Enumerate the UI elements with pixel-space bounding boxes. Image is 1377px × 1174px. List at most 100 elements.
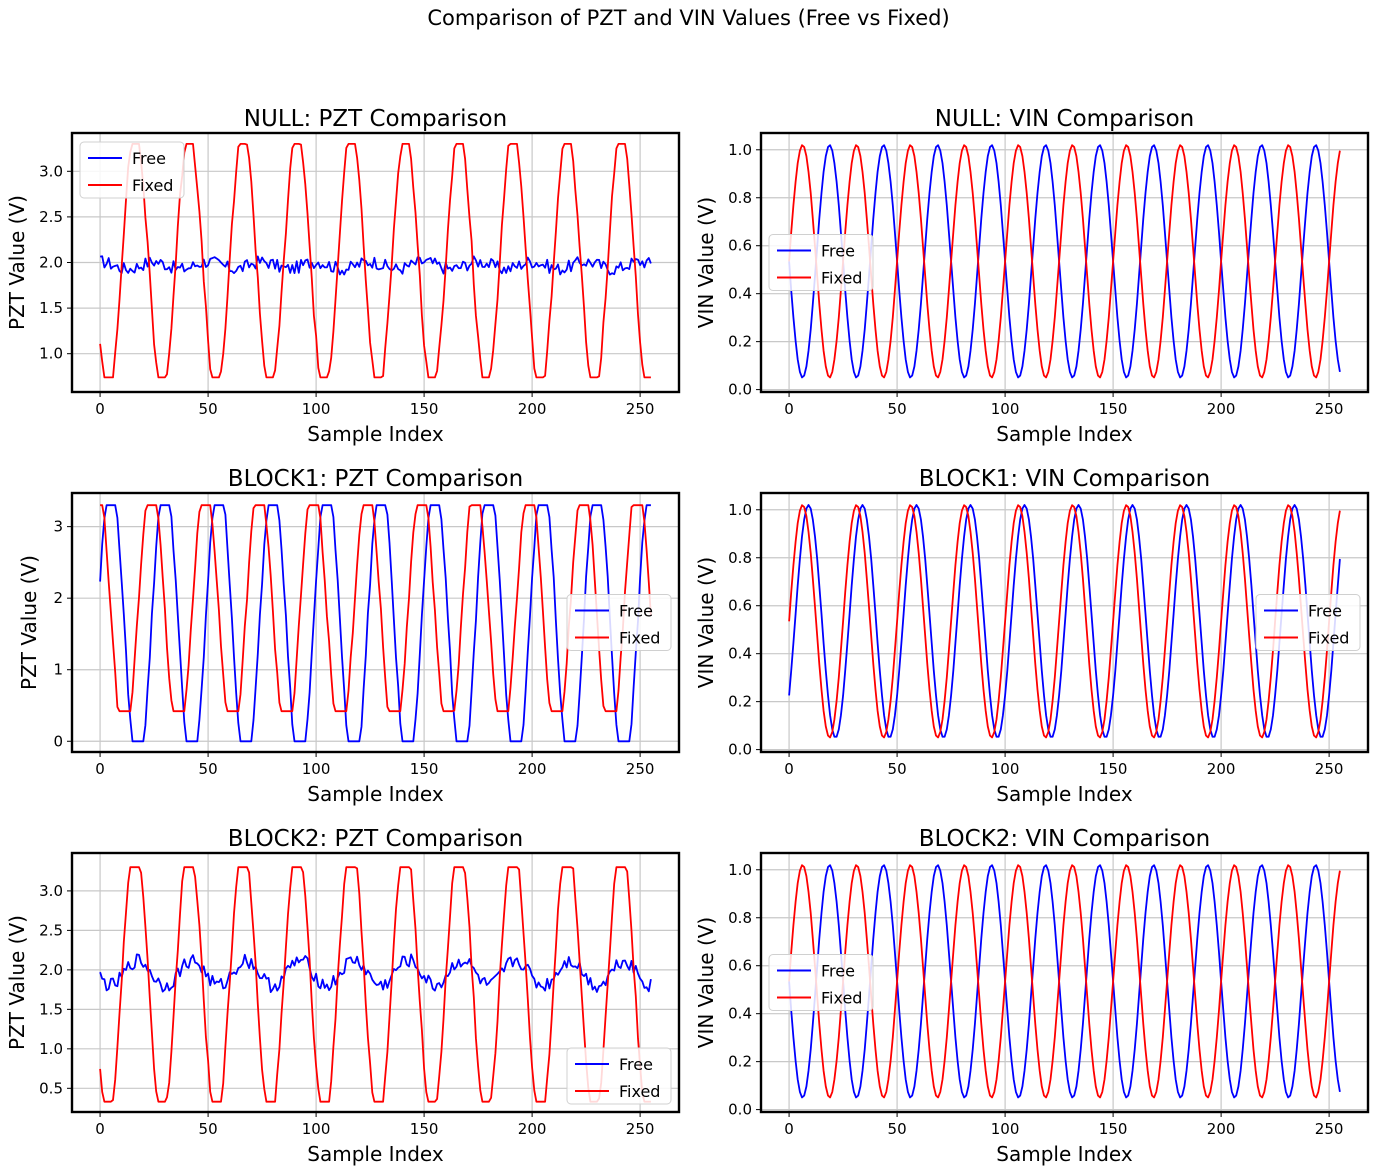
x-tick-label: 50 bbox=[199, 1120, 218, 1138]
y-tick-label: 1.0 bbox=[728, 501, 752, 519]
legend-label-free: Free bbox=[821, 962, 855, 981]
y-tick-label: 0.6 bbox=[728, 237, 752, 255]
x-tick-label: 0 bbox=[95, 1120, 105, 1138]
y-tick-label: 0.4 bbox=[728, 285, 752, 303]
x-tick-label: 200 bbox=[1207, 760, 1236, 778]
series-line-free bbox=[788, 504, 1341, 738]
legend-label-free: Free bbox=[1308, 602, 1342, 621]
chart-title: BLOCK1: VIN Comparison bbox=[919, 466, 1210, 492]
series-line-free bbox=[99, 504, 651, 743]
y-tick-label: 0.8 bbox=[728, 189, 752, 207]
x-tick-label: 100 bbox=[991, 400, 1020, 418]
legend: Free Fixed bbox=[79, 141, 185, 199]
y-tick-label: 1.0 bbox=[39, 1040, 63, 1058]
x-tick-label: 50 bbox=[888, 1120, 907, 1138]
x-tick-label: 50 bbox=[199, 760, 218, 778]
y-tick-label: 0.2 bbox=[728, 693, 752, 711]
y-tick-label: 2.5 bbox=[39, 921, 63, 939]
legend-label-fixed: Fixed bbox=[821, 989, 862, 1008]
chart-title: BLOCK2: VIN Comparison bbox=[919, 826, 1210, 852]
x-tick-label: 150 bbox=[410, 1120, 439, 1138]
legend: Free Fixed bbox=[768, 234, 874, 291]
axes-frame bbox=[759, 131, 1370, 394]
x-tick-label: 100 bbox=[302, 400, 331, 418]
x-axis-label: Sample Index bbox=[996, 782, 1133, 806]
x-tick-label: 250 bbox=[626, 1120, 655, 1138]
x-tick-label: 200 bbox=[518, 400, 547, 418]
y-tick-label: 1.5 bbox=[39, 299, 63, 317]
series-line-fixed bbox=[788, 864, 1341, 1099]
axes-frame bbox=[70, 491, 681, 754]
x-tick-label: 50 bbox=[888, 760, 907, 778]
legend-label-fixed: Fixed bbox=[1308, 629, 1349, 648]
chart-title: BLOCK1: PZT Comparison bbox=[228, 466, 523, 492]
x-tick-label: 150 bbox=[1099, 400, 1128, 418]
series-line-free bbox=[99, 953, 652, 993]
y-tick-label: 1.0 bbox=[728, 141, 752, 159]
y-tick-label: 0.0 bbox=[728, 741, 752, 759]
chart-title: NULL: PZT Comparison bbox=[244, 106, 507, 132]
y-tick-label: 2 bbox=[53, 589, 63, 607]
x-tick-label: 250 bbox=[1315, 400, 1344, 418]
series-line-fixed bbox=[788, 144, 1341, 379]
x-tick-label: 100 bbox=[302, 760, 331, 778]
y-tick-label: 3.0 bbox=[39, 882, 63, 900]
x-tick-label: 0 bbox=[95, 760, 105, 778]
series-line-fixed bbox=[99, 866, 651, 1103]
x-tick-label: 100 bbox=[991, 760, 1020, 778]
x-tick-label: 250 bbox=[1315, 1120, 1344, 1138]
series-line-free bbox=[99, 255, 652, 276]
x-tick-label: 200 bbox=[518, 760, 547, 778]
x-tick-label: 150 bbox=[1099, 760, 1128, 778]
legend-label-free: Free bbox=[619, 1055, 653, 1074]
y-tick-label: 0.4 bbox=[728, 1005, 752, 1023]
y-tick-label: 0.5 bbox=[39, 1079, 63, 1097]
legend: Free Fixed bbox=[1255, 594, 1361, 651]
x-axis-label: Sample Index bbox=[307, 1142, 444, 1166]
legend-label-free: Free bbox=[821, 242, 855, 261]
y-tick-label: 0.8 bbox=[728, 549, 752, 567]
y-tick-label: 1 bbox=[53, 661, 63, 679]
x-tick-label: 0 bbox=[784, 1120, 794, 1138]
x-axis-label: Sample Index bbox=[307, 782, 444, 806]
x-tick-label: 100 bbox=[302, 1120, 331, 1138]
y-tick-label: 0.2 bbox=[728, 333, 752, 351]
chart-panel-5: 0 50 100 150 200 250 0.5 1.0 1.5 2.0 2.5 3.0 BLOCK2:… bbox=[5, 826, 681, 1166]
x-axis-label: Sample Index bbox=[996, 1142, 1133, 1166]
x-tick-label: 50 bbox=[199, 400, 218, 418]
y-tick-label: 2.0 bbox=[39, 961, 63, 979]
x-axis-label: Sample Index bbox=[307, 422, 444, 446]
y-axis-label: VIN Value (V) bbox=[694, 197, 718, 328]
x-tick-label: 250 bbox=[1315, 760, 1344, 778]
y-tick-label: 0.6 bbox=[728, 957, 752, 975]
x-tick-label: 0 bbox=[784, 400, 794, 418]
series-line-fixed bbox=[99, 143, 651, 379]
y-axis-label: VIN Value (V) bbox=[694, 557, 718, 688]
legend: Free Fixed bbox=[566, 1047, 672, 1105]
y-tick-label: 1.0 bbox=[728, 861, 752, 879]
y-tick-label: 2.0 bbox=[39, 254, 63, 272]
series-line-fixed bbox=[788, 504, 1341, 739]
x-tick-label: 150 bbox=[410, 400, 439, 418]
x-tick-label: 250 bbox=[626, 400, 655, 418]
y-tick-label: 3 bbox=[53, 518, 63, 536]
y-tick-label: 2.5 bbox=[39, 208, 63, 226]
chart-panel-2: 0 50 100 150 200 250 0.0 0.2 0.4 0.6 0.8 1.0 NULL: V… bbox=[694, 106, 1370, 446]
x-tick-label: 200 bbox=[518, 1120, 547, 1138]
legend-label-fixed: Fixed bbox=[619, 1082, 660, 1101]
chart-panel-6: 0 50 100 150 200 250 0.0 0.2 0.4 0.6 0.8 1.0 BLOCK2:… bbox=[694, 826, 1370, 1166]
legend: Free Fixed bbox=[768, 954, 874, 1011]
x-tick-label: 200 bbox=[1207, 1120, 1236, 1138]
legend-label-fixed: Fixed bbox=[619, 629, 660, 648]
y-tick-label: 0.8 bbox=[728, 909, 752, 927]
chart-title: BLOCK2: PZT Comparison bbox=[228, 826, 523, 852]
y-tick-label: 0.0 bbox=[728, 381, 752, 399]
series-line-fixed bbox=[100, 504, 652, 713]
axes-frame bbox=[70, 851, 681, 1114]
y-tick-label: 0.6 bbox=[728, 597, 752, 615]
legend-label-free: Free bbox=[619, 602, 653, 621]
y-tick-label: 0.4 bbox=[728, 645, 752, 663]
legend-label-free: Free bbox=[132, 149, 166, 168]
axes-frame bbox=[759, 491, 1370, 754]
y-tick-label: 3.0 bbox=[39, 162, 63, 180]
